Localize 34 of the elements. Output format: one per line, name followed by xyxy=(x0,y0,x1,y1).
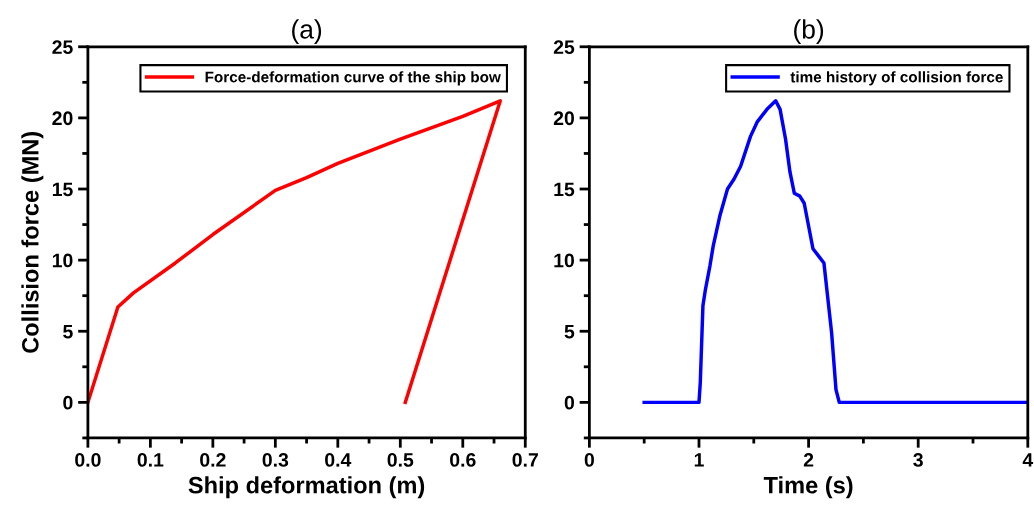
legend-label: time history of collision force xyxy=(790,71,1003,86)
line-series xyxy=(642,99,1028,405)
y-tick-label: 20 xyxy=(553,111,574,126)
line-series xyxy=(87,99,503,405)
x-tick-label: 0.1 xyxy=(137,453,164,467)
x-tick-label: 0.6 xyxy=(450,453,476,467)
chart-title: (b) xyxy=(794,19,824,44)
y-tick-label: 5 xyxy=(63,324,73,339)
x-tick-label: 4 xyxy=(1022,453,1034,467)
x-tick-label: 0.0 xyxy=(75,453,101,467)
y-tick-label: 0 xyxy=(63,395,73,410)
x-tick-label: 0.3 xyxy=(262,453,289,467)
x-tick-label: 1 xyxy=(694,453,704,467)
y-tick-label: 25 xyxy=(553,40,575,55)
y-axis-title: Collision force (MN) xyxy=(21,132,44,353)
legend-label: Force-deformation curve of the ship bow xyxy=(205,71,501,86)
x-tick-label: 0.5 xyxy=(387,453,414,467)
x-tick-label: 3 xyxy=(913,453,923,467)
y-tick-label: 20 xyxy=(52,111,73,126)
y-tick-label: 0 xyxy=(564,395,574,410)
x-tick-label: 0 xyxy=(584,453,594,467)
x-tick-label: 0.4 xyxy=(325,453,352,467)
x-tick-label: 2 xyxy=(803,453,814,467)
x-axis-title: Ship deformation (m) xyxy=(188,476,425,499)
x-axis-title: Time (s) xyxy=(763,476,853,499)
y-tick-label: 15 xyxy=(554,182,575,197)
x-tick-label: 0.7 xyxy=(512,453,538,467)
chart-title: (a) xyxy=(292,19,322,44)
y-tick-label: 10 xyxy=(554,253,574,268)
y-tick-label: 25 xyxy=(52,40,73,55)
y-tick-label: 10 xyxy=(52,253,73,268)
y-tick-label: 5 xyxy=(564,324,575,339)
y-tick-label: 15 xyxy=(52,182,73,197)
x-tick-label: 0.2 xyxy=(200,453,226,467)
